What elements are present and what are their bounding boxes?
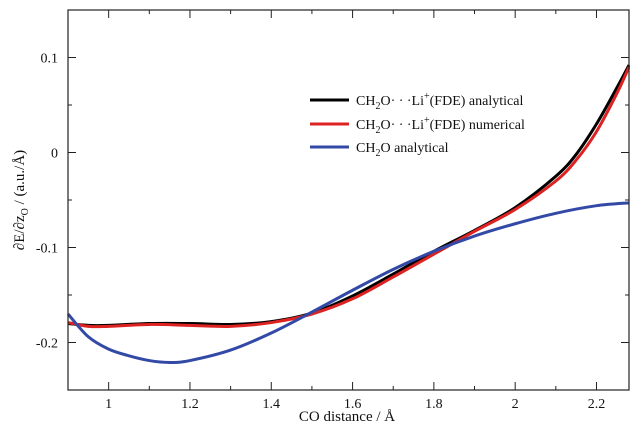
x-axis-title: CO distance / Å xyxy=(299,409,395,425)
legend-label-fde-analytical: CH2O· · ·Li+(FDE) analytical xyxy=(356,91,523,112)
x-tick-label: 1.4 xyxy=(263,397,281,412)
y-tick-label: -0.2 xyxy=(36,337,58,352)
tick-layer: 1 1.2 1.4 1.6 1.8 2 2.2 0.1 0 -0.1 -0.2 xyxy=(36,9,629,412)
y-tick-label: 0.1 xyxy=(41,52,59,67)
x-tick-label: 2.2 xyxy=(588,397,606,412)
series-layer xyxy=(66,64,630,364)
x-tick-label: 2 xyxy=(512,397,519,412)
x-tick-label: 1 xyxy=(105,397,112,412)
svg-text:∂E/∂zO / (a.u./Å): ∂E/∂zO / (a.u./Å) xyxy=(12,150,31,250)
series-line-fde-numerical xyxy=(67,66,630,329)
y-tick-label: 0 xyxy=(51,147,58,162)
x-tick-label: 1.8 xyxy=(425,397,443,412)
y-tick-label: -0.1 xyxy=(36,242,58,257)
x-tick-label: 1.6 xyxy=(344,397,362,412)
y-axis-title: ∂E/∂zO / (a.u./Å) xyxy=(12,150,31,250)
x-tick-label: 1.2 xyxy=(181,397,199,412)
series-line-ch2o-analytical xyxy=(66,201,630,364)
legend-label-fde-numerical: CH2O· · ·Li+(FDE) numerical xyxy=(356,115,525,136)
plot-frame xyxy=(67,9,630,391)
